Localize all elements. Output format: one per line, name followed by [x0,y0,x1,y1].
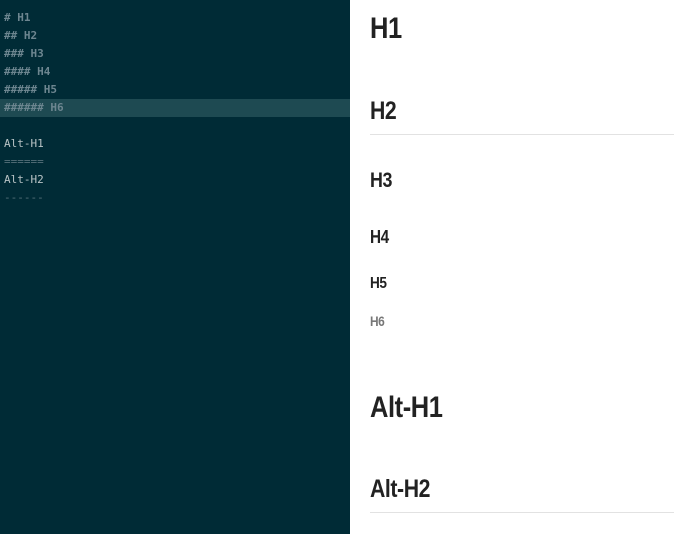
h2-underline-rule [370,134,674,135]
editor-line-4[interactable]: #### H4 [4,65,51,78]
editor-line-5[interactable]: ##### H5 [4,83,57,96]
editor-line-10[interactable]: Alt-H2 [4,173,44,186]
editor-line-3[interactable]: ### H3 [4,47,44,60]
editor-line-9[interactable]: ====== [4,155,44,168]
preview-heading-h4: H4 [370,227,389,247]
preview-heading-h1: H1 [370,12,402,45]
preview-heading-h2: H2 [370,97,397,125]
preview-heading-alt-h1: Alt-H1 [370,391,443,424]
editor-line-8[interactable]: Alt-H1 [4,137,44,150]
preview-heading-h6: H6 [370,313,385,329]
editor-line-1[interactable]: # H1 [4,11,31,24]
editor-line-11[interactable]: ------ [4,191,44,204]
preview-heading-h5: H5 [370,275,387,292]
markdown-preview: H1 H2 H3 H4 H5 H6 Alt-H1 Alt-H2 [350,0,694,534]
alt-h2-underline-rule [370,512,674,513]
editor-line-7[interactable] [0,117,350,135]
preview-heading-alt-h2: Alt-H2 [370,475,431,503]
editor-line-2[interactable]: ## H2 [4,29,38,42]
editor-line-6-active[interactable]: ###### H6 [0,99,350,117]
markdown-editor[interactable]: # H1 ## H2 ### H3 #### H4 ##### H5 #####… [0,0,350,534]
preview-heading-h3: H3 [370,169,392,192]
